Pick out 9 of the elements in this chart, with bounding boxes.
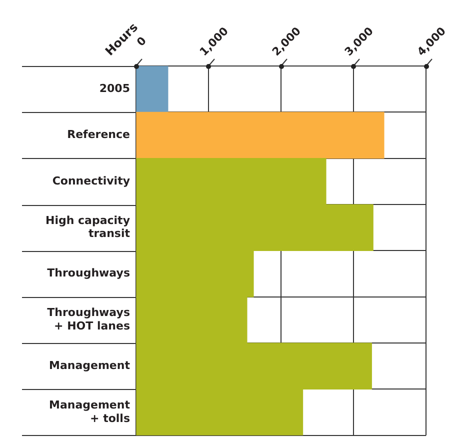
y-tick-label: 2005 <box>99 82 130 95</box>
y-tick-label: Management + tolls <box>49 398 130 425</box>
y-tick-label: Management <box>49 358 130 372</box>
y-tick-label: Throughways + HOT lanes <box>47 306 130 332</box>
y-tick-label: Reference <box>67 128 130 142</box>
x-tick-label: 0 <box>134 34 150 49</box>
y-tick-label: Connectivity <box>52 174 130 188</box>
y-tick-label: Throughways <box>47 266 130 280</box>
y-tick-label: High capacity transit <box>46 214 130 240</box>
